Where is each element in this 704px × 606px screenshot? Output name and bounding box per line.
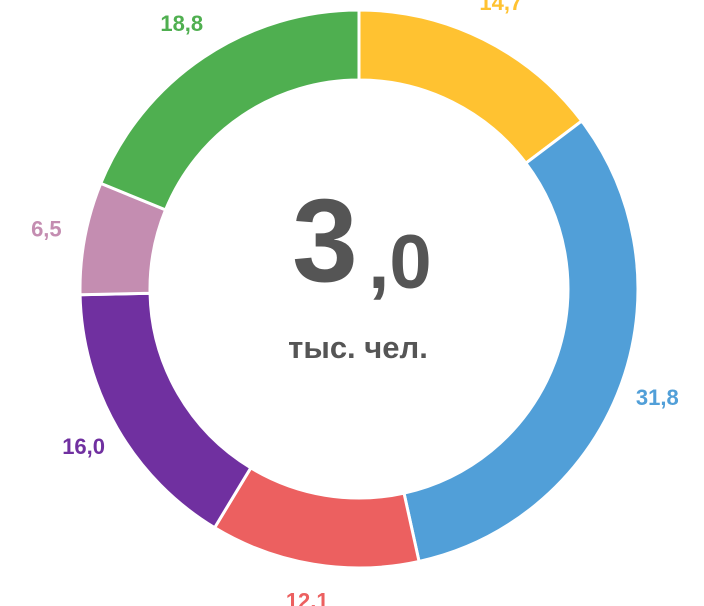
- donut-segment: [212, 465, 421, 570]
- value-label: 31,8: [636, 385, 679, 410]
- center-integer: 3: [292, 175, 358, 307]
- center-unit: тыс. чел.: [288, 330, 428, 365]
- center-fraction: ,0: [368, 220, 431, 305]
- donut-segment: [402, 118, 640, 564]
- value-label: 18,8: [160, 11, 203, 36]
- donut-segment: [357, 8, 584, 166]
- value-label: 14,7: [479, 0, 522, 15]
- value-label: 6,5: [31, 217, 62, 242]
- donut-segment: [78, 291, 253, 530]
- value-label: 16,0: [62, 434, 105, 459]
- value-label: 12,1: [286, 589, 329, 606]
- donut-segment: [98, 8, 361, 212]
